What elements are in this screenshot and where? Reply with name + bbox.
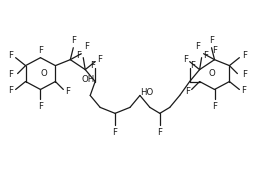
Text: F: F: [8, 70, 13, 79]
Text: F: F: [241, 70, 246, 79]
Text: F: F: [184, 87, 189, 96]
Text: F: F: [9, 86, 13, 95]
Text: F: F: [208, 36, 213, 45]
Text: HO: HO: [139, 88, 153, 97]
Text: F: F: [182, 55, 187, 64]
Text: OH: OH: [82, 75, 95, 84]
Text: F: F: [84, 42, 89, 51]
Text: F: F: [157, 128, 162, 137]
Text: O: O: [207, 69, 214, 78]
Text: F: F: [38, 102, 43, 111]
Text: F: F: [203, 51, 208, 60]
Text: F: F: [195, 42, 200, 51]
Text: F: F: [211, 46, 216, 55]
Text: F: F: [112, 128, 117, 137]
Text: F: F: [38, 46, 43, 55]
Text: F: F: [8, 51, 13, 60]
Text: F: F: [97, 55, 102, 64]
Text: F: F: [65, 87, 70, 96]
Text: F: F: [241, 51, 246, 60]
Text: F: F: [211, 102, 216, 111]
Text: O: O: [40, 69, 47, 78]
Text: F: F: [71, 36, 75, 45]
Text: F: F: [189, 61, 194, 70]
Text: F: F: [76, 51, 81, 60]
Text: F: F: [241, 86, 245, 95]
Text: F: F: [90, 61, 95, 70]
